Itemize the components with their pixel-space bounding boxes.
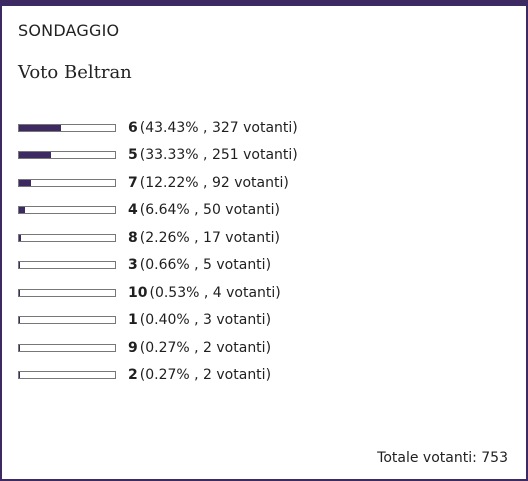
poll-option[interactable]: 5 (33.33% , 251 votanti) — [18, 142, 298, 170]
poll-option[interactable]: 10 (0.53% , 4 votanti) — [18, 279, 298, 307]
option-label: 6 — [128, 119, 138, 136]
option-detail: (2.26% , 17 votanti) — [139, 229, 280, 246]
option-detail: (12.22% , 92 votanti) — [139, 174, 289, 191]
option-label: 1 — [128, 312, 138, 329]
total-voters: Totale votanti: 753 — [377, 450, 508, 466]
option-label: 10 — [128, 284, 148, 301]
result-bar — [18, 261, 116, 270]
poll-option[interactable]: 2 (0.27% , 2 votanti) — [18, 362, 298, 390]
result-bar-fill — [19, 124, 61, 131]
result-bar — [18, 123, 116, 132]
poll-header: SONDAGGIO — [18, 21, 120, 40]
result-bar-fill — [19, 289, 20, 296]
result-bar — [18, 206, 116, 215]
poll-option[interactable]: 9 (0.27% , 2 votanti) — [18, 334, 298, 362]
result-bar — [18, 233, 116, 242]
option-detail: (33.33% , 251 votanti) — [139, 147, 298, 164]
result-bar — [18, 288, 116, 297]
result-bar-fill — [19, 179, 31, 186]
poll-option[interactable]: 4 (6.64% , 50 votanti) — [18, 197, 298, 225]
option-label: 4 — [128, 202, 138, 219]
poll-option[interactable]: 7 (12.22% , 92 votanti) — [18, 169, 298, 197]
poll-option[interactable]: 6 (43.43% , 327 votanti) — [18, 114, 298, 142]
result-bar — [18, 151, 116, 160]
result-bar-fill — [19, 207, 26, 214]
option-label: 3 — [128, 257, 138, 274]
result-bar — [18, 178, 116, 187]
poll-title: Voto Beltran — [18, 62, 132, 83]
result-bar-fill — [19, 262, 20, 269]
option-detail: (6.64% , 50 votanti) — [139, 202, 280, 219]
poll-options: 6 (43.43% , 327 votanti) 5 (33.33% , 251… — [18, 114, 298, 389]
poll-option[interactable]: 3 (0.66% , 5 votanti) — [18, 252, 298, 280]
option-label: 8 — [128, 229, 138, 246]
result-bar — [18, 316, 116, 325]
option-detail: (43.43% , 327 votanti) — [139, 119, 298, 136]
option-detail: (0.27% , 2 votanti) — [139, 339, 272, 356]
option-detail: (0.66% , 5 votanti) — [139, 257, 272, 274]
poll-option[interactable]: 8 (2.26% , 17 votanti) — [18, 224, 298, 252]
result-bar-fill — [19, 234, 22, 241]
poll-option[interactable]: 1 (0.40% , 3 votanti) — [18, 307, 298, 335]
option-label: 7 — [128, 174, 138, 191]
option-label: 9 — [128, 339, 138, 356]
result-bar-fill — [19, 152, 51, 159]
result-bar — [18, 371, 116, 380]
option-detail: (0.40% , 3 votanti) — [139, 312, 272, 329]
option-label: 2 — [128, 367, 138, 384]
result-bar — [18, 343, 116, 352]
option-detail: (0.27% , 2 votanti) — [139, 367, 272, 384]
option-detail: (0.53% , 4 votanti) — [149, 284, 281, 301]
option-label: 5 — [128, 147, 138, 164]
